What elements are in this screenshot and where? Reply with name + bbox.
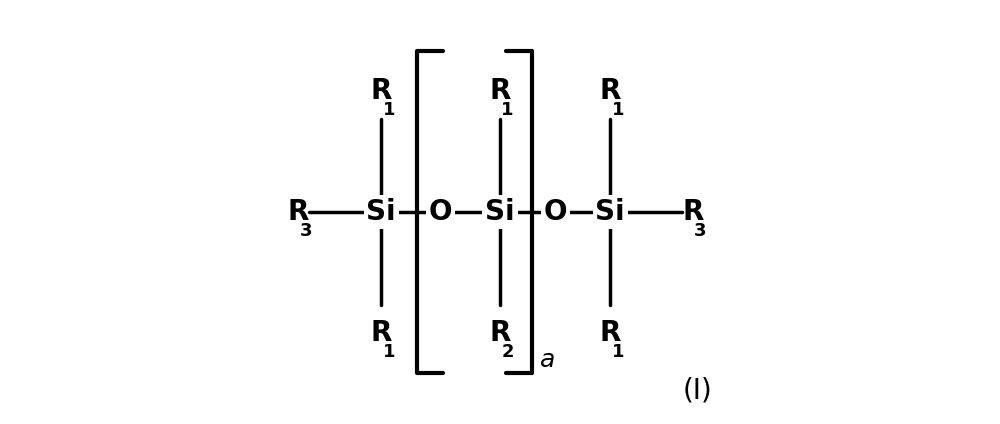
Text: R: R bbox=[600, 77, 621, 105]
Text: Si: Si bbox=[366, 198, 396, 226]
Text: R: R bbox=[371, 319, 392, 347]
Text: R: R bbox=[682, 198, 704, 226]
Text: R: R bbox=[489, 77, 511, 105]
Text: 1: 1 bbox=[383, 101, 395, 119]
Text: R: R bbox=[371, 77, 392, 105]
Text: a: a bbox=[540, 349, 556, 372]
Text: Si: Si bbox=[595, 198, 625, 226]
Text: O: O bbox=[429, 198, 452, 226]
Text: 1: 1 bbox=[612, 343, 624, 361]
Text: 3: 3 bbox=[300, 222, 312, 240]
Text: 3: 3 bbox=[694, 222, 707, 240]
Text: Si: Si bbox=[485, 198, 515, 226]
Text: (I): (I) bbox=[682, 376, 712, 404]
Text: 1: 1 bbox=[612, 101, 624, 119]
Text: O: O bbox=[543, 198, 567, 226]
Text: 1: 1 bbox=[383, 343, 395, 361]
Text: 2: 2 bbox=[501, 343, 514, 361]
Text: 1: 1 bbox=[501, 101, 514, 119]
Text: R: R bbox=[489, 319, 511, 347]
Text: R: R bbox=[600, 319, 621, 347]
Text: R: R bbox=[288, 198, 309, 226]
